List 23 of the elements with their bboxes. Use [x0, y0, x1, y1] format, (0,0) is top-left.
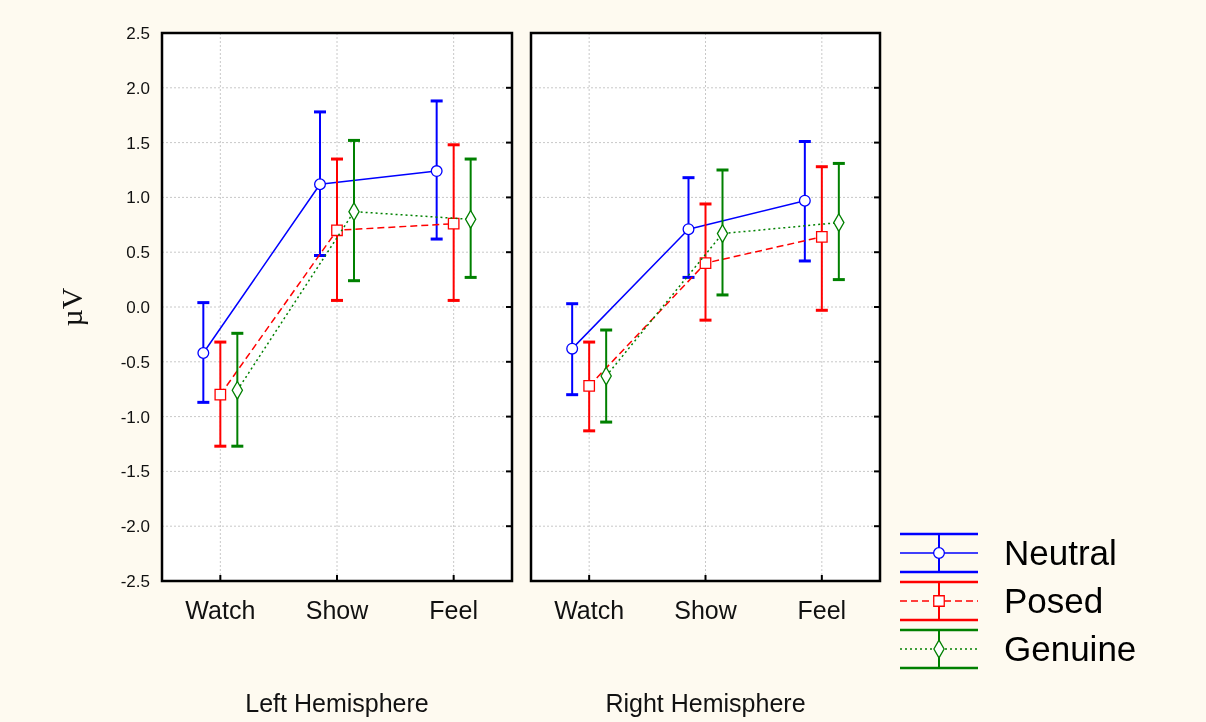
y-tick-label: -1.5 — [120, 462, 150, 482]
y-tick-label: -2.5 — [120, 571, 150, 591]
x-tick-label: Feel — [429, 596, 478, 624]
y-tick-label: 0.5 — [126, 243, 150, 263]
y-tick-label: 2.0 — [126, 78, 150, 98]
y-tick-label: -2.0 — [120, 517, 150, 537]
x-tick-label: Show — [305, 596, 370, 624]
legend-label: Genuine — [1004, 629, 1137, 669]
y-axis-title: µV — [55, 287, 88, 327]
y-tick-label: 0.0 — [126, 297, 150, 317]
x-axis-title: Left Hemisphere — [245, 689, 429, 717]
y-tick-label: -0.5 — [120, 352, 150, 372]
legend-label: Neutral — [1004, 533, 1117, 573]
y-tick-label: -1.0 — [120, 407, 150, 427]
x-tick-label: Watch — [554, 596, 625, 624]
y-tick-label: 1.5 — [126, 133, 150, 153]
y-tick-label: 2.5 — [126, 23, 150, 43]
x-tick-label: Show — [674, 596, 738, 624]
x-tick-label: Watch — [185, 596, 256, 624]
x-tick-label: Feel — [797, 596, 847, 624]
legend-label: Posed — [1004, 581, 1104, 621]
y-tick-label: 1.0 — [126, 188, 150, 208]
x-axis-title: Right Hemisphere — [605, 689, 806, 717]
